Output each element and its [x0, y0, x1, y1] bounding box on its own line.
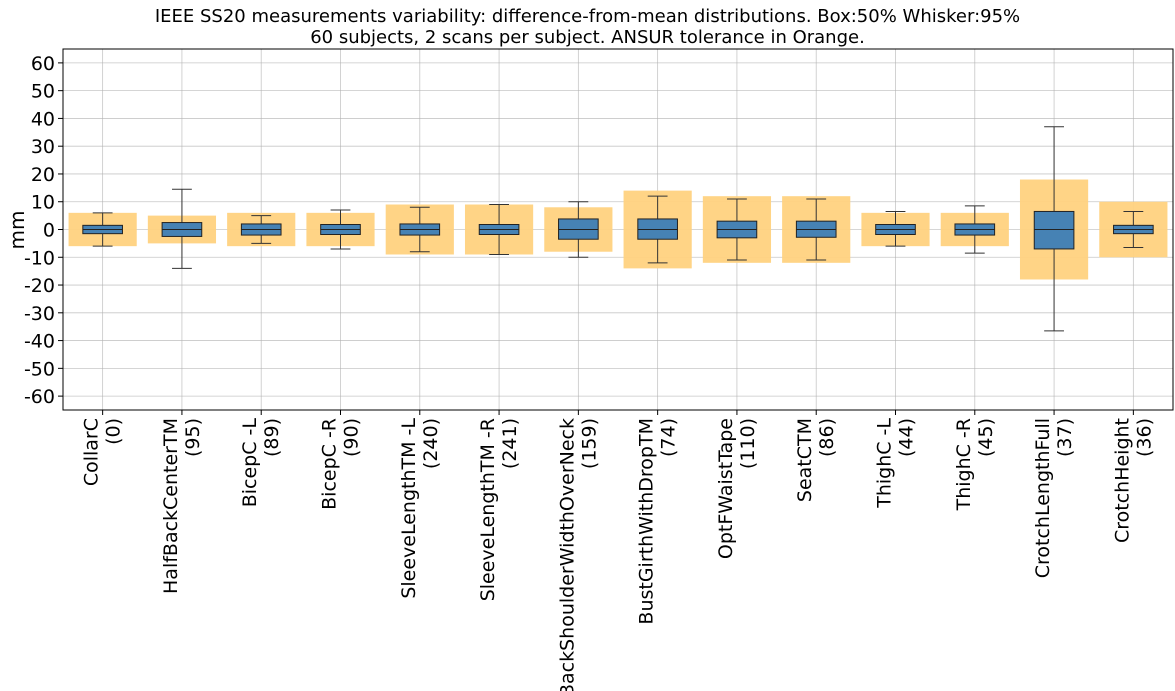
iqr-box — [1033, 210, 1075, 250]
x-tick-label-group: SleeveLengthTM -R (241) — [477, 418, 521, 601]
x-tick-label-group: CollarC (0) — [81, 418, 125, 486]
x-tick-label-id: (36) — [1133, 418, 1155, 457]
x-tick-label-id: (89) — [261, 418, 283, 457]
x-tick-label-name: SeatCTM — [794, 418, 816, 502]
y-tick-label: -40 — [24, 331, 55, 353]
x-tick-label-group: SleeveLengthTM -L (240) — [398, 418, 442, 599]
x-tick-label-group: BicepC -L (89) — [239, 418, 283, 508]
x-tick-label-id: (90) — [341, 418, 363, 457]
x-tick-label-group: ThighC -L (44) — [874, 418, 918, 509]
x-tick-label-group: CrotchLengthFull (37) — [1032, 418, 1076, 578]
x-tick-label-name: BackShoulderWidthOverNeck — [556, 418, 578, 691]
y-tick-label: 20 — [31, 164, 55, 186]
x-tick-label-id: (241) — [499, 418, 521, 469]
x-tick-label-group: SeatCTM (86) — [794, 418, 838, 502]
x-tick-label-id: (110) — [737, 418, 759, 469]
x-tick-label-group: OptFWaistTape (110) — [715, 418, 759, 559]
y-tick-label: -30 — [24, 303, 55, 325]
x-tick-label-id: (0) — [103, 418, 125, 445]
x-tick-label-name: CrotchLengthFull — [1032, 418, 1054, 578]
x-tick-label-id: (74) — [658, 418, 680, 457]
x-tick-label-group: HalfBackCenterTM (95) — [160, 418, 204, 594]
y-tick-label: 10 — [31, 192, 55, 214]
x-tick-label-group: CrotchHeight (36) — [1111, 418, 1155, 543]
y-tick-label: -20 — [24, 275, 55, 297]
x-tick-label-id: (37) — [1054, 418, 1076, 457]
x-tick-label-id: (159) — [578, 418, 600, 469]
x-tick-label-id: (45) — [975, 418, 997, 457]
y-tick-label: 50 — [31, 81, 55, 103]
x-tick-label-name: BustGirthWithDropTM — [636, 418, 658, 625]
y-axis-label: mm — [5, 211, 29, 250]
x-tick-label-group: BustGirthWithDropTM (74) — [636, 418, 680, 625]
x-tick-label-name: BicepC -R — [319, 418, 341, 510]
plot-frame — [62, 48, 1174, 411]
y-tick-label: 40 — [31, 108, 55, 130]
box-layer — [82, 126, 1154, 332]
chart-title-line-1: IEEE SS20 measurements variability: diff… — [154, 6, 1021, 27]
x-tick-label-name: BicepC -L — [239, 418, 261, 508]
x-tick-label-id: (44) — [896, 418, 918, 457]
x-tick-label-name: ThighC -L — [874, 418, 896, 509]
y-tick-label: -50 — [24, 358, 55, 380]
x-tick-label-name: SleeveLengthTM -R — [477, 418, 499, 601]
x-tick-label-name: OptFWaistTape — [715, 418, 737, 559]
y-tick-label: -10 — [24, 247, 55, 269]
y-tick-label: 0 — [43, 220, 55, 242]
x-tick-label-name: CollarC — [81, 418, 103, 486]
x-tick-label-name: ThighC -R — [953, 418, 975, 511]
x-tick-label-id: (86) — [816, 418, 838, 457]
x-tick-label-id: (95) — [182, 418, 204, 457]
axis-layer: -60 -50 -40 -30 -20 -10 0 10 20 30 40 50 60 CollarC (0… — [24, 48, 1174, 691]
y-tick-label: -60 — [24, 386, 55, 408]
y-tick-label: 60 — [31, 53, 55, 75]
y-tick-label: 30 — [31, 136, 55, 158]
x-tick-label-group: BicepC -R (90) — [319, 418, 363, 510]
x-tick-label-name: SleeveLengthTM -L — [398, 418, 420, 599]
x-tick-label-name: HalfBackCenterTM — [160, 418, 182, 594]
chart-title-line-2: 60 subjects, 2 scans per subject. ANSUR … — [310, 27, 865, 48]
x-tick-label-name: CrotchHeight — [1111, 418, 1133, 543]
x-tick-label-id: (240) — [420, 418, 442, 469]
x-tick-label-group: ThighC -R (45) — [953, 418, 997, 511]
x-tick-label-group: BackShoulderWidthOverNeck (159) — [556, 418, 600, 691]
